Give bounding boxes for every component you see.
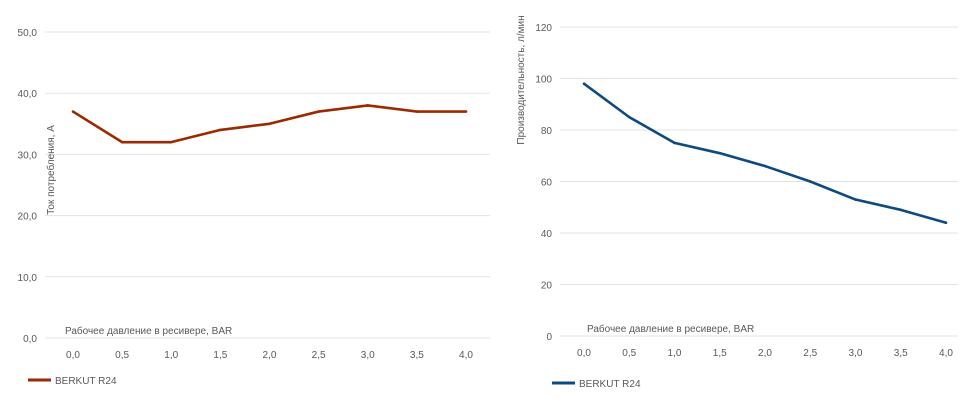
y-tick-label: 30,0 [18, 150, 38, 161]
x-tick-label: 3,0 [849, 348, 863, 359]
y-axis-title: Ток потребления, А [45, 125, 57, 215]
data-point [169, 140, 173, 144]
data-point [582, 82, 586, 85]
y-tick-label: 60 [541, 178, 553, 189]
x-tick-label: 3,0 [361, 350, 375, 361]
chart-2: 0 20 40 60 80 100 120 0,0 0,5 1,0 1,5 2,0 2,5 3,0 3,5 4… [516, 15, 958, 390]
data-point [763, 164, 767, 168]
data-point [944, 221, 948, 224]
chart-1: 0,0 10,0 20,0 30,0 40,0 50,0 0,0 0,5 1,0 1,5 2,0 2,… [18, 28, 490, 387]
data-point [627, 115, 631, 119]
y-tick-label: 100 [535, 75, 552, 86]
data-point [415, 110, 419, 113]
y-tick-label: 0 [546, 332, 552, 343]
y-tick-label: 20,0 [18, 212, 38, 223]
data-point [464, 110, 468, 113]
data-point [71, 110, 75, 113]
data-point [854, 198, 857, 201]
data-point [673, 141, 676, 145]
data-point [899, 208, 903, 212]
y-tick-label: 20 [541, 281, 553, 292]
x-tick-label: 1,0 [164, 350, 178, 361]
x-tick-label: 1,5 [213, 350, 227, 361]
y-axis-title: Производительность, л/мин [516, 15, 527, 144]
series-line [583, 82, 947, 224]
y-tick-label: 50,0 [18, 28, 38, 39]
x-tick-label: 2,5 [803, 348, 817, 359]
x-axis-title: Рабочее давление в ресивере, BAR [587, 323, 754, 335]
y-tick-label: 80 [541, 126, 553, 137]
x-tick-label: 1,0 [668, 348, 682, 359]
x-tick-label: 0,0 [66, 350, 80, 361]
x-tick-label: 3,5 [410, 350, 424, 361]
x-tick-label: 4,0 [459, 350, 473, 361]
data-point [718, 151, 722, 155]
x-tick-label: 0,0 [577, 348, 591, 359]
y-tick-label: 0,0 [23, 334, 37, 345]
x-tick-label: 2,5 [312, 350, 326, 361]
x-tick-label: 2,0 [758, 348, 772, 359]
data-point [808, 180, 812, 183]
data-point [268, 122, 271, 126]
y-tick-label: 120 [535, 23, 552, 34]
x-tick-label: 2,0 [263, 350, 277, 361]
x-tick-label: 0,5 [115, 350, 129, 361]
x-axis-title: Рабочее давление в ресивере, BAR [65, 325, 232, 337]
legend-label: BERKUT R24 [55, 376, 117, 387]
data-point [219, 128, 222, 132]
data-point [366, 104, 370, 107]
x-tick-label: 1,5 [713, 348, 727, 359]
data-point [120, 140, 124, 144]
y-tick-label: 10,0 [18, 273, 38, 284]
x-tick-label: 0,5 [622, 348, 636, 359]
data-point [317, 110, 320, 113]
legend-label: BERKUT R24 [579, 379, 641, 390]
y-tick-label: 40,0 [18, 89, 38, 100]
x-tick-label: 3,5 [894, 348, 908, 359]
x-tick-label: 4,0 [939, 348, 953, 359]
y-tick-label: 40 [541, 229, 553, 240]
